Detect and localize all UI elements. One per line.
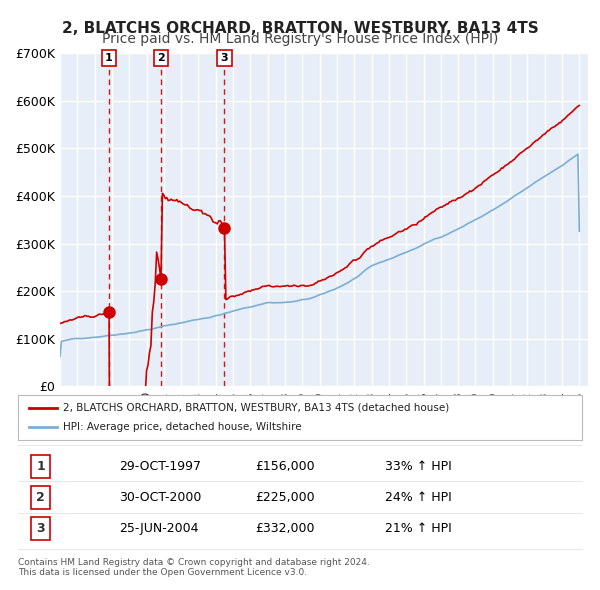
Text: 2, BLATCHS ORCHARD, BRATTON, WESTBURY, BA13 4TS (detached house): 2, BLATCHS ORCHARD, BRATTON, WESTBURY, B… [63, 403, 449, 412]
Text: 29-OCT-1997: 29-OCT-1997 [119, 460, 202, 473]
Text: 2: 2 [157, 53, 165, 63]
Text: 2: 2 [36, 490, 45, 504]
Text: 3: 3 [221, 53, 228, 63]
Text: Contains HM Land Registry data © Crown copyright and database right 2024.: Contains HM Land Registry data © Crown c… [18, 558, 370, 566]
Text: This data is licensed under the Open Government Licence v3.0.: This data is licensed under the Open Gov… [18, 568, 307, 576]
Text: 2, BLATCHS ORCHARD, BRATTON, WESTBURY, BA13 4TS: 2, BLATCHS ORCHARD, BRATTON, WESTBURY, B… [62, 21, 538, 35]
Text: 25-JUN-2004: 25-JUN-2004 [119, 522, 199, 535]
Text: £156,000: £156,000 [255, 460, 314, 473]
Text: Price paid vs. HM Land Registry's House Price Index (HPI): Price paid vs. HM Land Registry's House … [102, 32, 498, 47]
Text: 30-OCT-2000: 30-OCT-2000 [119, 490, 202, 504]
Text: 1: 1 [105, 53, 113, 63]
Text: 33% ↑ HPI: 33% ↑ HPI [385, 460, 451, 473]
Text: £225,000: £225,000 [255, 490, 314, 504]
Text: 1: 1 [36, 460, 45, 473]
Text: 24% ↑ HPI: 24% ↑ HPI [385, 490, 451, 504]
Text: 3: 3 [36, 522, 45, 535]
Text: HPI: Average price, detached house, Wiltshire: HPI: Average price, detached house, Wilt… [63, 422, 302, 432]
Text: £332,000: £332,000 [255, 522, 314, 535]
Text: 21% ↑ HPI: 21% ↑ HPI [385, 522, 451, 535]
